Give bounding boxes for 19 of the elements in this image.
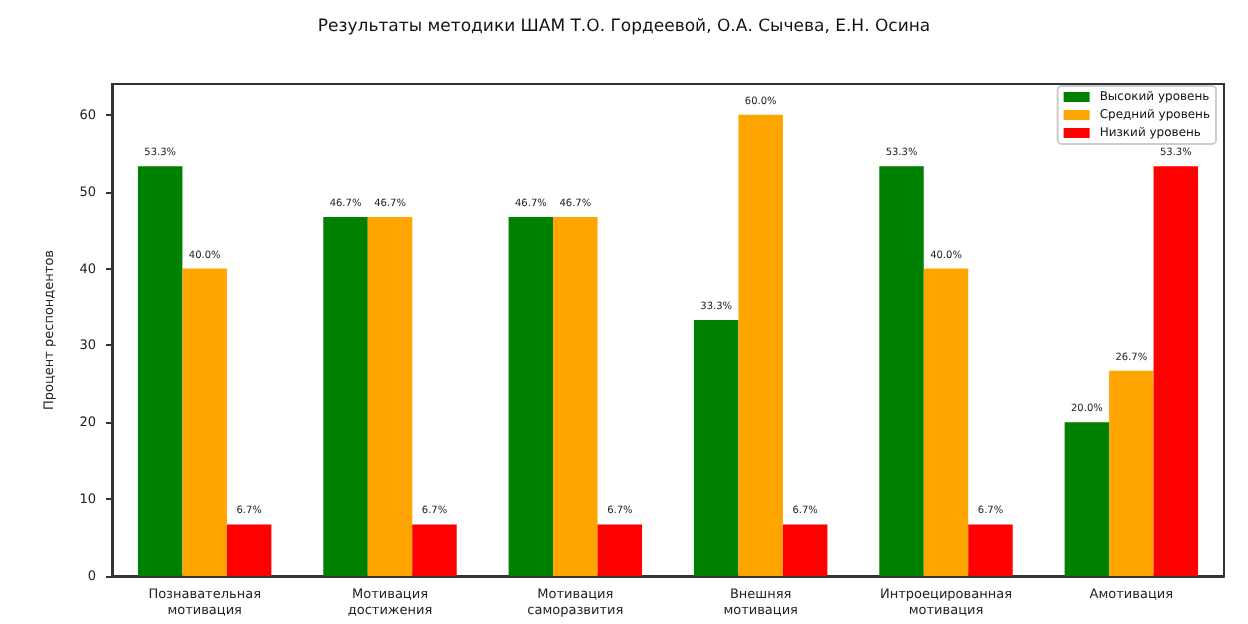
bar [1153, 166, 1199, 576]
chart-title: Результаты методики ШАМ Т.О. Гордеевой, О.А. Сычева, Е.Н. Осина [317, 17, 931, 37]
bar [968, 524, 1013, 576]
bar [738, 114, 783, 576]
bar [782, 524, 828, 576]
bar [693, 320, 739, 576]
bar [323, 216, 368, 576]
bar [367, 216, 413, 576]
bar [1064, 422, 1110, 576]
bar [879, 166, 924, 576]
bar [137, 166, 183, 576]
bar [1109, 370, 1154, 576]
bar [182, 268, 227, 576]
bar [508, 216, 554, 576]
bar [553, 216, 598, 576]
bar [412, 524, 457, 576]
bar [923, 268, 969, 576]
bar [597, 524, 643, 576]
bar [226, 524, 272, 576]
